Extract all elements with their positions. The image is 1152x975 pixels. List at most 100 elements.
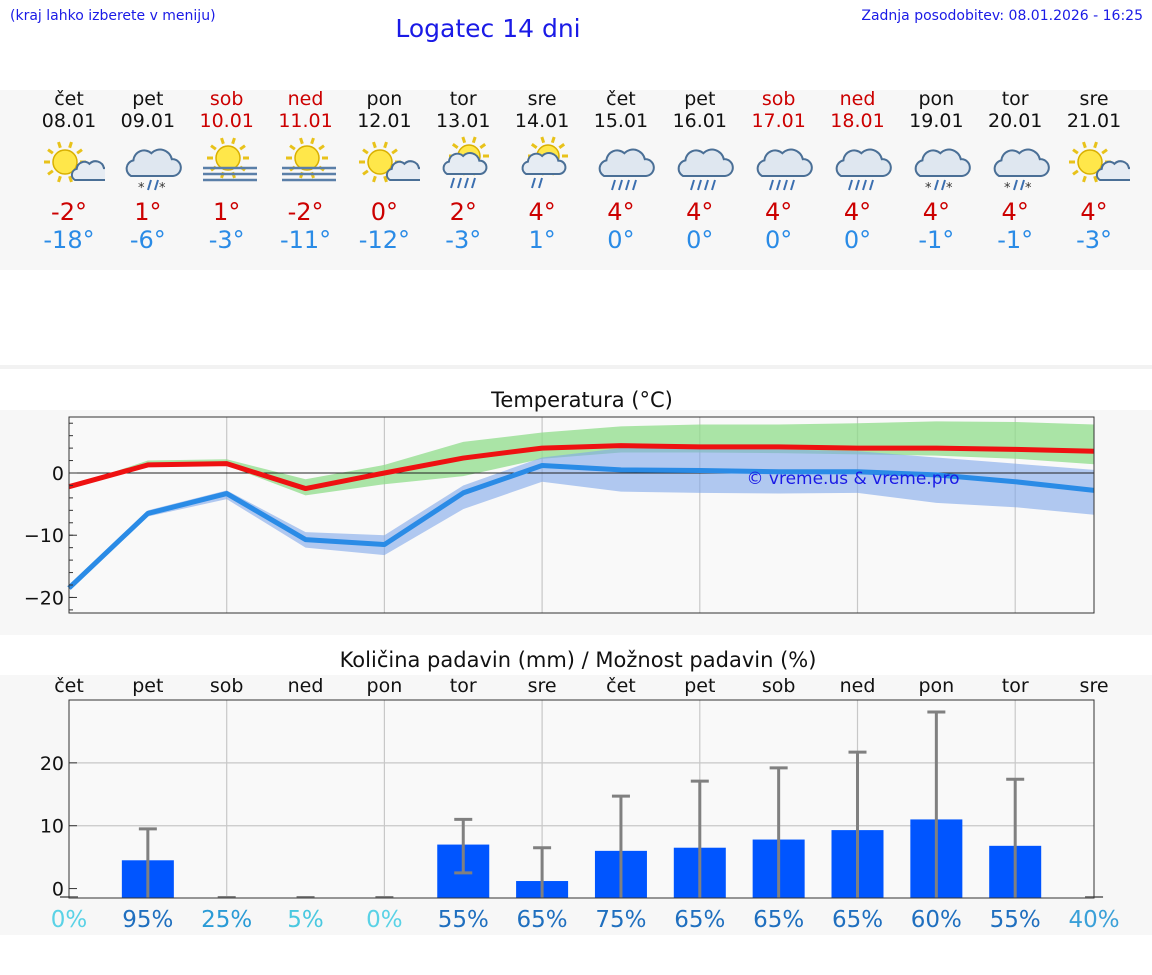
temp-min: 0° <box>607 226 635 254</box>
day-column: pet 16.01 4° 0° <box>660 88 740 254</box>
precip-probability: 65% <box>753 907 804 933</box>
sun-ray <box>239 144 247 151</box>
precip-probability: 55% <box>438 907 489 933</box>
sun-ray <box>67 175 73 183</box>
sleet-cloud-icon: * * <box>993 148 1050 196</box>
rain-cloud-icon <box>835 148 892 191</box>
y-tick-label: −20 <box>24 587 64 609</box>
sun-ray <box>391 148 398 155</box>
sun-ray <box>1081 175 1087 183</box>
cloud-shape <box>599 148 656 177</box>
cloud-shape <box>993 148 1050 177</box>
weather-icon <box>502 136 582 198</box>
weather-icon <box>1054 136 1136 198</box>
day-label: pet <box>132 675 163 697</box>
sun-ray <box>56 141 62 149</box>
weather-icon <box>581 136 661 198</box>
min-range-band <box>69 448 1095 589</box>
forecast-strip: čet 08.01 -2° -18° pet 09.01 * * 1° -6° sob 10.01 1°… <box>0 0 1152 270</box>
temperature-chart-title: Temperatura (°C) <box>491 388 673 412</box>
day-date: 19.01 <box>909 110 964 132</box>
temp-max: 4° <box>1080 198 1108 226</box>
page-title: Logatec 14 dni <box>395 14 581 43</box>
precip-probability: 65% <box>517 907 568 933</box>
temp-max: 4° <box>1001 198 1029 226</box>
day-label: sre <box>1080 675 1109 697</box>
temp-max: -2° <box>51 198 87 226</box>
forecast-strip-bg <box>0 90 1152 270</box>
rain-drop <box>470 177 476 189</box>
temp-max: 4° <box>528 198 556 226</box>
precip-probability: 0% <box>51 907 88 933</box>
sun-ray <box>558 143 565 149</box>
temp-max: 1° <box>213 198 241 226</box>
rain-drop <box>855 179 860 191</box>
day-column: tor 13.01 2° -3° <box>423 88 503 254</box>
sleet-cloud-icon: * * <box>993 148 1050 196</box>
rain-cloud-icon <box>599 148 656 191</box>
temp-max: 2° <box>449 198 477 226</box>
temp-min: 0° <box>686 226 714 254</box>
rain-cloud-icon <box>599 148 656 191</box>
day-column: tor 20.01 * * 4° -1° <box>975 88 1055 254</box>
day-label: ned <box>288 675 324 697</box>
weather-icon <box>739 136 819 198</box>
snowflake: * <box>1025 181 1032 194</box>
rain-drop <box>862 179 867 191</box>
sun-ray <box>210 144 217 151</box>
precip-probability: 0% <box>366 907 403 933</box>
day-name: sob <box>209 88 244 110</box>
day-date: 15.01 <box>593 110 649 132</box>
cloud-shape <box>677 148 735 177</box>
rain-drop <box>537 177 543 189</box>
sun-ray <box>289 144 296 151</box>
rain-drop <box>618 179 624 191</box>
sun-cloud-icon <box>1068 141 1136 183</box>
divider <box>0 365 1152 369</box>
rain-cloud-icon <box>756 148 813 191</box>
weather-icon <box>187 136 267 198</box>
precip-probability: 65% <box>832 907 883 933</box>
temp-min: -3° <box>208 226 245 254</box>
temp-max: 4° <box>607 198 635 226</box>
sun-cloud-icon <box>43 141 111 183</box>
day-label: čet <box>54 675 84 697</box>
day-column: sob 17.01 4° 0° <box>739 88 819 254</box>
snowflake: * <box>159 181 166 194</box>
day-column: pet 09.01 * * 1° -6° <box>108 88 188 254</box>
temperature-chart: 0 −10 −20 © vreme.us & vreme.pro <box>24 416 1095 614</box>
day-column: ned 11.01 -2° -11° <box>266 88 346 254</box>
temp-max: 0° <box>370 198 399 226</box>
day-name: sre <box>527 88 557 110</box>
cloud-shape <box>125 148 183 177</box>
sun-fog-icon <box>282 137 337 182</box>
sun-ray <box>1071 169 1079 176</box>
sun-ray <box>530 143 538 149</box>
day-name: tor <box>1001 88 1029 110</box>
temp-min: 1° <box>528 226 556 254</box>
temp-max: -2° <box>287 198 324 226</box>
weather-icon: * * <box>108 136 188 198</box>
sun-ray <box>471 136 477 144</box>
sun-fog-icon <box>203 137 258 182</box>
snowflake: * <box>946 181 953 194</box>
rain-drop <box>530 177 536 189</box>
rain-drop <box>940 179 946 191</box>
max-temp-line <box>68 443 1095 492</box>
sun-rain-icon <box>442 136 489 189</box>
rain-drop <box>783 179 789 191</box>
sun-ray <box>220 137 225 145</box>
day-label: čet <box>606 675 636 697</box>
weather-icon: * * <box>975 136 1055 198</box>
sun-ray <box>231 137 237 145</box>
sun-fog-icon <box>203 137 258 182</box>
temp-min: 0° <box>765 226 793 254</box>
cloud-shape <box>521 152 567 175</box>
weather-icon <box>660 136 740 198</box>
sun-ray <box>362 169 369 176</box>
sun-ray <box>371 175 377 183</box>
temp-min: -1° <box>918 226 955 254</box>
sun-cloud-icon <box>1068 141 1136 183</box>
day-name: ned <box>287 88 324 110</box>
sun-ray <box>479 143 486 149</box>
